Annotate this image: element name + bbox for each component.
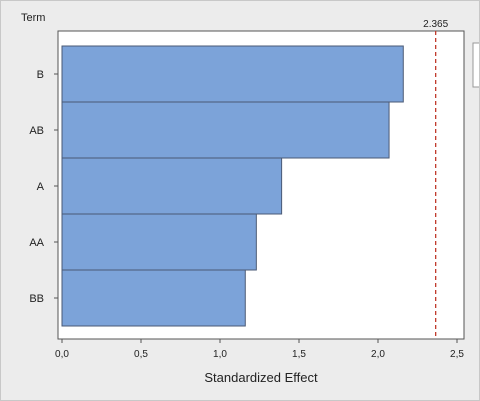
- category-label-bb: BB: [29, 293, 44, 305]
- category-label-ab: AB: [29, 125, 44, 137]
- x-tick-label: 1,5: [292, 349, 306, 360]
- bar-aa: [61, 213, 257, 271]
- x-tick-label: 0,5: [134, 349, 148, 360]
- y-axis-title: Term: [21, 12, 45, 24]
- category-label-a: A: [37, 181, 45, 193]
- bar-b: [61, 45, 404, 103]
- x-tick-label: 0,0: [55, 349, 69, 360]
- x-axis-ticks: 0,0 0,5 1,0 1,5 2,0 2,5: [55, 339, 464, 360]
- x-tick-label: 2,0: [371, 349, 385, 360]
- x-tick-label: 1,0: [213, 349, 227, 360]
- x-tick-label: 2,5: [450, 349, 464, 360]
- reference-line-label: 2.365: [423, 19, 448, 30]
- category-label-b: B: [37, 69, 44, 81]
- bar-bb: [61, 269, 246, 327]
- category-label-aa: AA: [29, 237, 44, 249]
- legend-stub: [472, 42, 479, 88]
- bar-a: [61, 157, 283, 215]
- bars-group: [61, 45, 404, 327]
- x-axis-title: Standardized Effect: [204, 370, 318, 385]
- bar-ab: [61, 101, 390, 159]
